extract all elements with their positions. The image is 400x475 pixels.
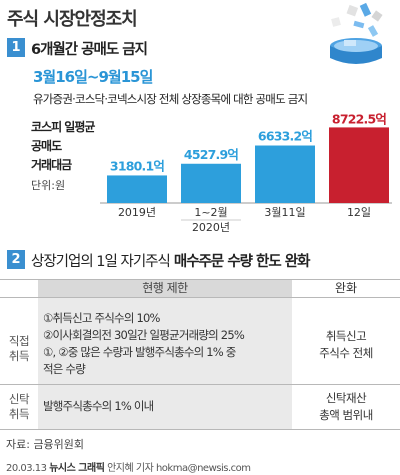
table-row-head-trust: 신탁 취득 xyxy=(0,392,38,422)
bar-1 xyxy=(181,163,241,203)
table-row-divider xyxy=(0,384,400,385)
credit-author: 안지혜 기자 xyxy=(107,463,154,474)
category-label-1: 1~2월 xyxy=(194,206,227,219)
section2-number-badge: 2 xyxy=(7,250,25,269)
bar-value-label-3: 8722.5억 xyxy=(332,111,386,126)
section1-heading: 6개월간 공매도 금지 xyxy=(31,42,148,58)
chart-title-line-2: 공매도 xyxy=(31,139,62,153)
row-head-line: 신탁 xyxy=(8,392,30,406)
cell-line: ②이사회결의전 30일간 일평균거래량의 25% xyxy=(43,328,245,342)
table-header-relief: 완화 xyxy=(334,281,358,295)
table-top-border xyxy=(0,279,400,280)
row-head-line: 직접 xyxy=(8,334,30,348)
cell-line: 주식수 전체 xyxy=(319,346,373,360)
chart-unit: 단위:원 xyxy=(31,179,66,192)
table-bottom-border xyxy=(0,429,400,430)
section2-heading: 상장기업의 1일 자기주식 매수주문 수량 한도 완화 xyxy=(31,250,311,271)
section2-heading-bold: 매수주문 수량 한도 완화 xyxy=(173,254,311,270)
page-title: 주식 시장안정조치 xyxy=(7,9,138,30)
cell-line: 총액 범위내 xyxy=(319,408,373,422)
table-row-head-direct: 직접 취득 xyxy=(0,334,38,364)
cell-line: 적은 수량 xyxy=(43,362,86,376)
row-head-line: 취득 xyxy=(8,407,30,421)
table-cell-relief-direct: 취득신고 주식수 전체 xyxy=(292,328,400,362)
cell-line: 취득신고 xyxy=(325,329,367,343)
cell-line: 발행주식총수의 1% 이내 xyxy=(43,399,154,413)
bar-value-label-0: 3180.1억 xyxy=(110,158,164,173)
table-cell-relief-trust: 신탁재산 총액 범위내 xyxy=(292,390,400,424)
table-cell-current-direct: ①취득신고 주식수의 10% ②이사회결의전 30일간 일평균거래량의 25% … xyxy=(43,310,245,378)
bar-2 xyxy=(255,145,315,203)
source-note: 자료: 금융위원회 xyxy=(6,438,85,451)
cell-line: 신탁재산 xyxy=(325,391,367,405)
section1-subtitle: 유가증권·코스닥·코넥스시장 전체 상장종목에 대한 공매도 금지 xyxy=(33,92,308,106)
bar-value-label-2: 6633.2억 xyxy=(258,129,312,144)
short-selling-chart: 코스피 일평균 공매도 거래대금 단위:원 3180.1억 2019년 4527.9… xyxy=(30,110,392,238)
bar-0 xyxy=(107,175,167,203)
credit-date: 20.03.13 xyxy=(6,463,47,474)
chart-title-line-1: 코스피 일평균 xyxy=(31,120,95,134)
cell-line: ①취득신고 주식수의 10% xyxy=(43,311,160,325)
category-sublabel-1: 2020년 xyxy=(192,221,230,234)
credit-org: 뉴시스 그래픽 xyxy=(49,463,105,474)
category-label-0: 2019년 xyxy=(118,206,156,219)
chart-title-line-3: 거래대금 xyxy=(31,158,72,172)
bar-chart-svg: 3180.1억 2019년 4527.9억 1~2월 2020년 6633.2억 3월11일… xyxy=(100,111,392,234)
table-current-column-bg xyxy=(38,297,292,429)
bar-value-label-1: 4527.9억 xyxy=(184,147,238,162)
category-label-3: 12일 xyxy=(347,205,371,219)
ban-date-range: 3월16일~9월15일 xyxy=(33,68,153,86)
row-head-line: 취득 xyxy=(8,349,30,363)
cell-line: ①, ②중 많은 수량과 발행주식총수의 1% 중 xyxy=(43,345,236,359)
credit-line: 20.03.13 뉴시스 그래픽 안지혜 기자 hokma@newsis.com xyxy=(6,459,251,474)
bar-3 xyxy=(329,127,389,203)
credit-email: hokma@newsis.com xyxy=(155,463,251,474)
section1-number-badge: 1 xyxy=(7,38,25,57)
table-cell-current-trust: 발행주식총수의 1% 이내 xyxy=(43,398,154,415)
table-header-border xyxy=(0,297,400,298)
table-header-current: 현행 제한 xyxy=(38,279,292,297)
category-label-2: 3월11일 xyxy=(264,205,305,219)
stock-tray-icon xyxy=(318,2,392,74)
section2-heading-plain: 상장기업의 1일 자기주식 xyxy=(31,254,171,270)
